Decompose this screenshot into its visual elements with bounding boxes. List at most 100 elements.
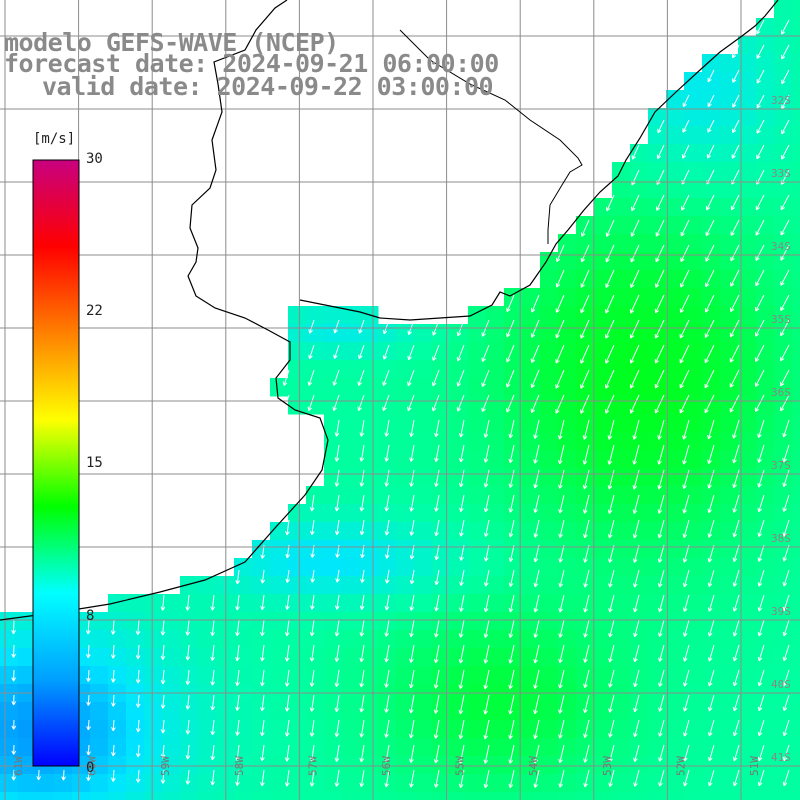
- ocean-cell: [720, 396, 739, 415]
- ocean-cell: [18, 702, 37, 721]
- ocean-cell: [594, 234, 613, 253]
- ocean-cell: [504, 468, 523, 487]
- wind-arrow: [483, 419, 490, 438]
- ocean-cell: [576, 756, 595, 775]
- ocean-cell: [684, 144, 703, 163]
- ocean-cell: [648, 144, 667, 163]
- ocean-cell: [738, 504, 757, 523]
- ocean-cell: [720, 504, 739, 523]
- ocean-cell: [684, 360, 703, 379]
- wind-arrow: [483, 669, 490, 690]
- colorbar-tick-label: 30: [86, 151, 103, 167]
- ocean-cell: [90, 738, 109, 757]
- ocean-cell: [540, 324, 559, 343]
- wind-arrow: [630, 269, 640, 288]
- ocean-cell: [702, 324, 721, 343]
- wind-arrow: [606, 194, 615, 212]
- wind-arrow: [456, 344, 465, 362]
- wind-arrow: [409, 619, 415, 638]
- wind-arrow: [384, 719, 390, 738]
- wind-arrow: [434, 469, 440, 487]
- wind-arrow: [782, 494, 790, 512]
- ocean-cell: [648, 432, 667, 451]
- ocean-cell: [522, 576, 541, 595]
- ocean-cell: [738, 342, 757, 361]
- wind-arrow: [633, 744, 640, 762]
- wind-arrow: [658, 594, 665, 613]
- wind-arrow: [782, 444, 790, 463]
- wind-arrow: [605, 269, 615, 288]
- ocean-cell: [72, 774, 91, 793]
- ocean-cell: [234, 774, 253, 793]
- wind-arrow: [732, 94, 740, 108]
- ocean-cell: [378, 792, 397, 800]
- ocean-cell: [774, 54, 793, 73]
- ocean-cell: [324, 342, 343, 361]
- ocean-cell: [432, 342, 451, 361]
- wind-arrow: [260, 594, 265, 611]
- longitude-label: 57W: [306, 756, 319, 776]
- ocean-cell: [522, 486, 541, 505]
- ocean-cell: [558, 540, 577, 559]
- ocean-cell: [702, 54, 721, 73]
- wind-arrow: [284, 694, 290, 712]
- wind-arrow: [682, 469, 690, 490]
- ocean-cell: [630, 162, 649, 181]
- wind-arrow: [533, 669, 540, 689]
- wind-arrow: [729, 369, 740, 388]
- ocean-cell: [756, 90, 775, 109]
- wind-arrow: [384, 744, 390, 763]
- wind-arrow: [358, 344, 365, 360]
- ocean-cell: [522, 630, 541, 649]
- ocean-cell: [648, 522, 667, 541]
- ocean-cell: [450, 756, 469, 775]
- wind-arrow: [732, 469, 740, 489]
- ocean-cell: [198, 666, 217, 685]
- ocean-cell: [486, 558, 505, 577]
- wind-arrow: [555, 244, 565, 263]
- ocean-cell: [684, 666, 703, 685]
- ocean-cell: [720, 432, 739, 451]
- wind-arrow: [407, 319, 415, 336]
- ocean-cell: [666, 270, 685, 289]
- wind-arrow: [679, 319, 690, 339]
- wind-arrow: [755, 219, 765, 236]
- wind-arrow: [632, 544, 640, 563]
- wind-arrow: [285, 519, 290, 536]
- wind-arrow: [309, 644, 315, 662]
- wind-arrow: [682, 119, 690, 133]
- wind-arrow: [407, 394, 415, 412]
- wind-arrow: [754, 344, 765, 362]
- ocean-cell: [792, 594, 800, 613]
- wind-arrow: [358, 319, 365, 334]
- ocean-cell: [540, 252, 559, 271]
- ocean-cell: [666, 630, 685, 649]
- ocean-cell: [774, 288, 793, 307]
- ocean-cell: [792, 738, 800, 757]
- wind-arrow: [757, 744, 765, 762]
- ocean-cell: [504, 720, 523, 739]
- ocean-cell: [450, 774, 469, 793]
- ocean-cell: [486, 720, 505, 739]
- wind-arrow: [334, 719, 340, 738]
- ocean-cell: [450, 738, 469, 757]
- ocean-cell: [396, 720, 415, 739]
- ocean-cell: [792, 720, 800, 739]
- ocean-cell: [198, 738, 217, 757]
- ocean-cell: [648, 198, 667, 217]
- ocean-cell: [342, 594, 361, 613]
- ocean-cell: [342, 738, 361, 757]
- ocean-cell: [774, 360, 793, 379]
- ocean-cell: [36, 792, 55, 800]
- ocean-cell: [594, 342, 613, 361]
- wind-arrow: [782, 594, 790, 612]
- ocean-cell: [306, 648, 325, 667]
- wind-arrow: [780, 344, 790, 362]
- ocean-cell: [540, 576, 559, 595]
- ocean-cell: [540, 666, 559, 685]
- ocean-cell: [702, 702, 721, 721]
- ocean-cell: [756, 522, 775, 541]
- ocean-cell: [216, 702, 235, 721]
- ocean-cell: [774, 162, 793, 181]
- wind-arrow: [732, 644, 740, 662]
